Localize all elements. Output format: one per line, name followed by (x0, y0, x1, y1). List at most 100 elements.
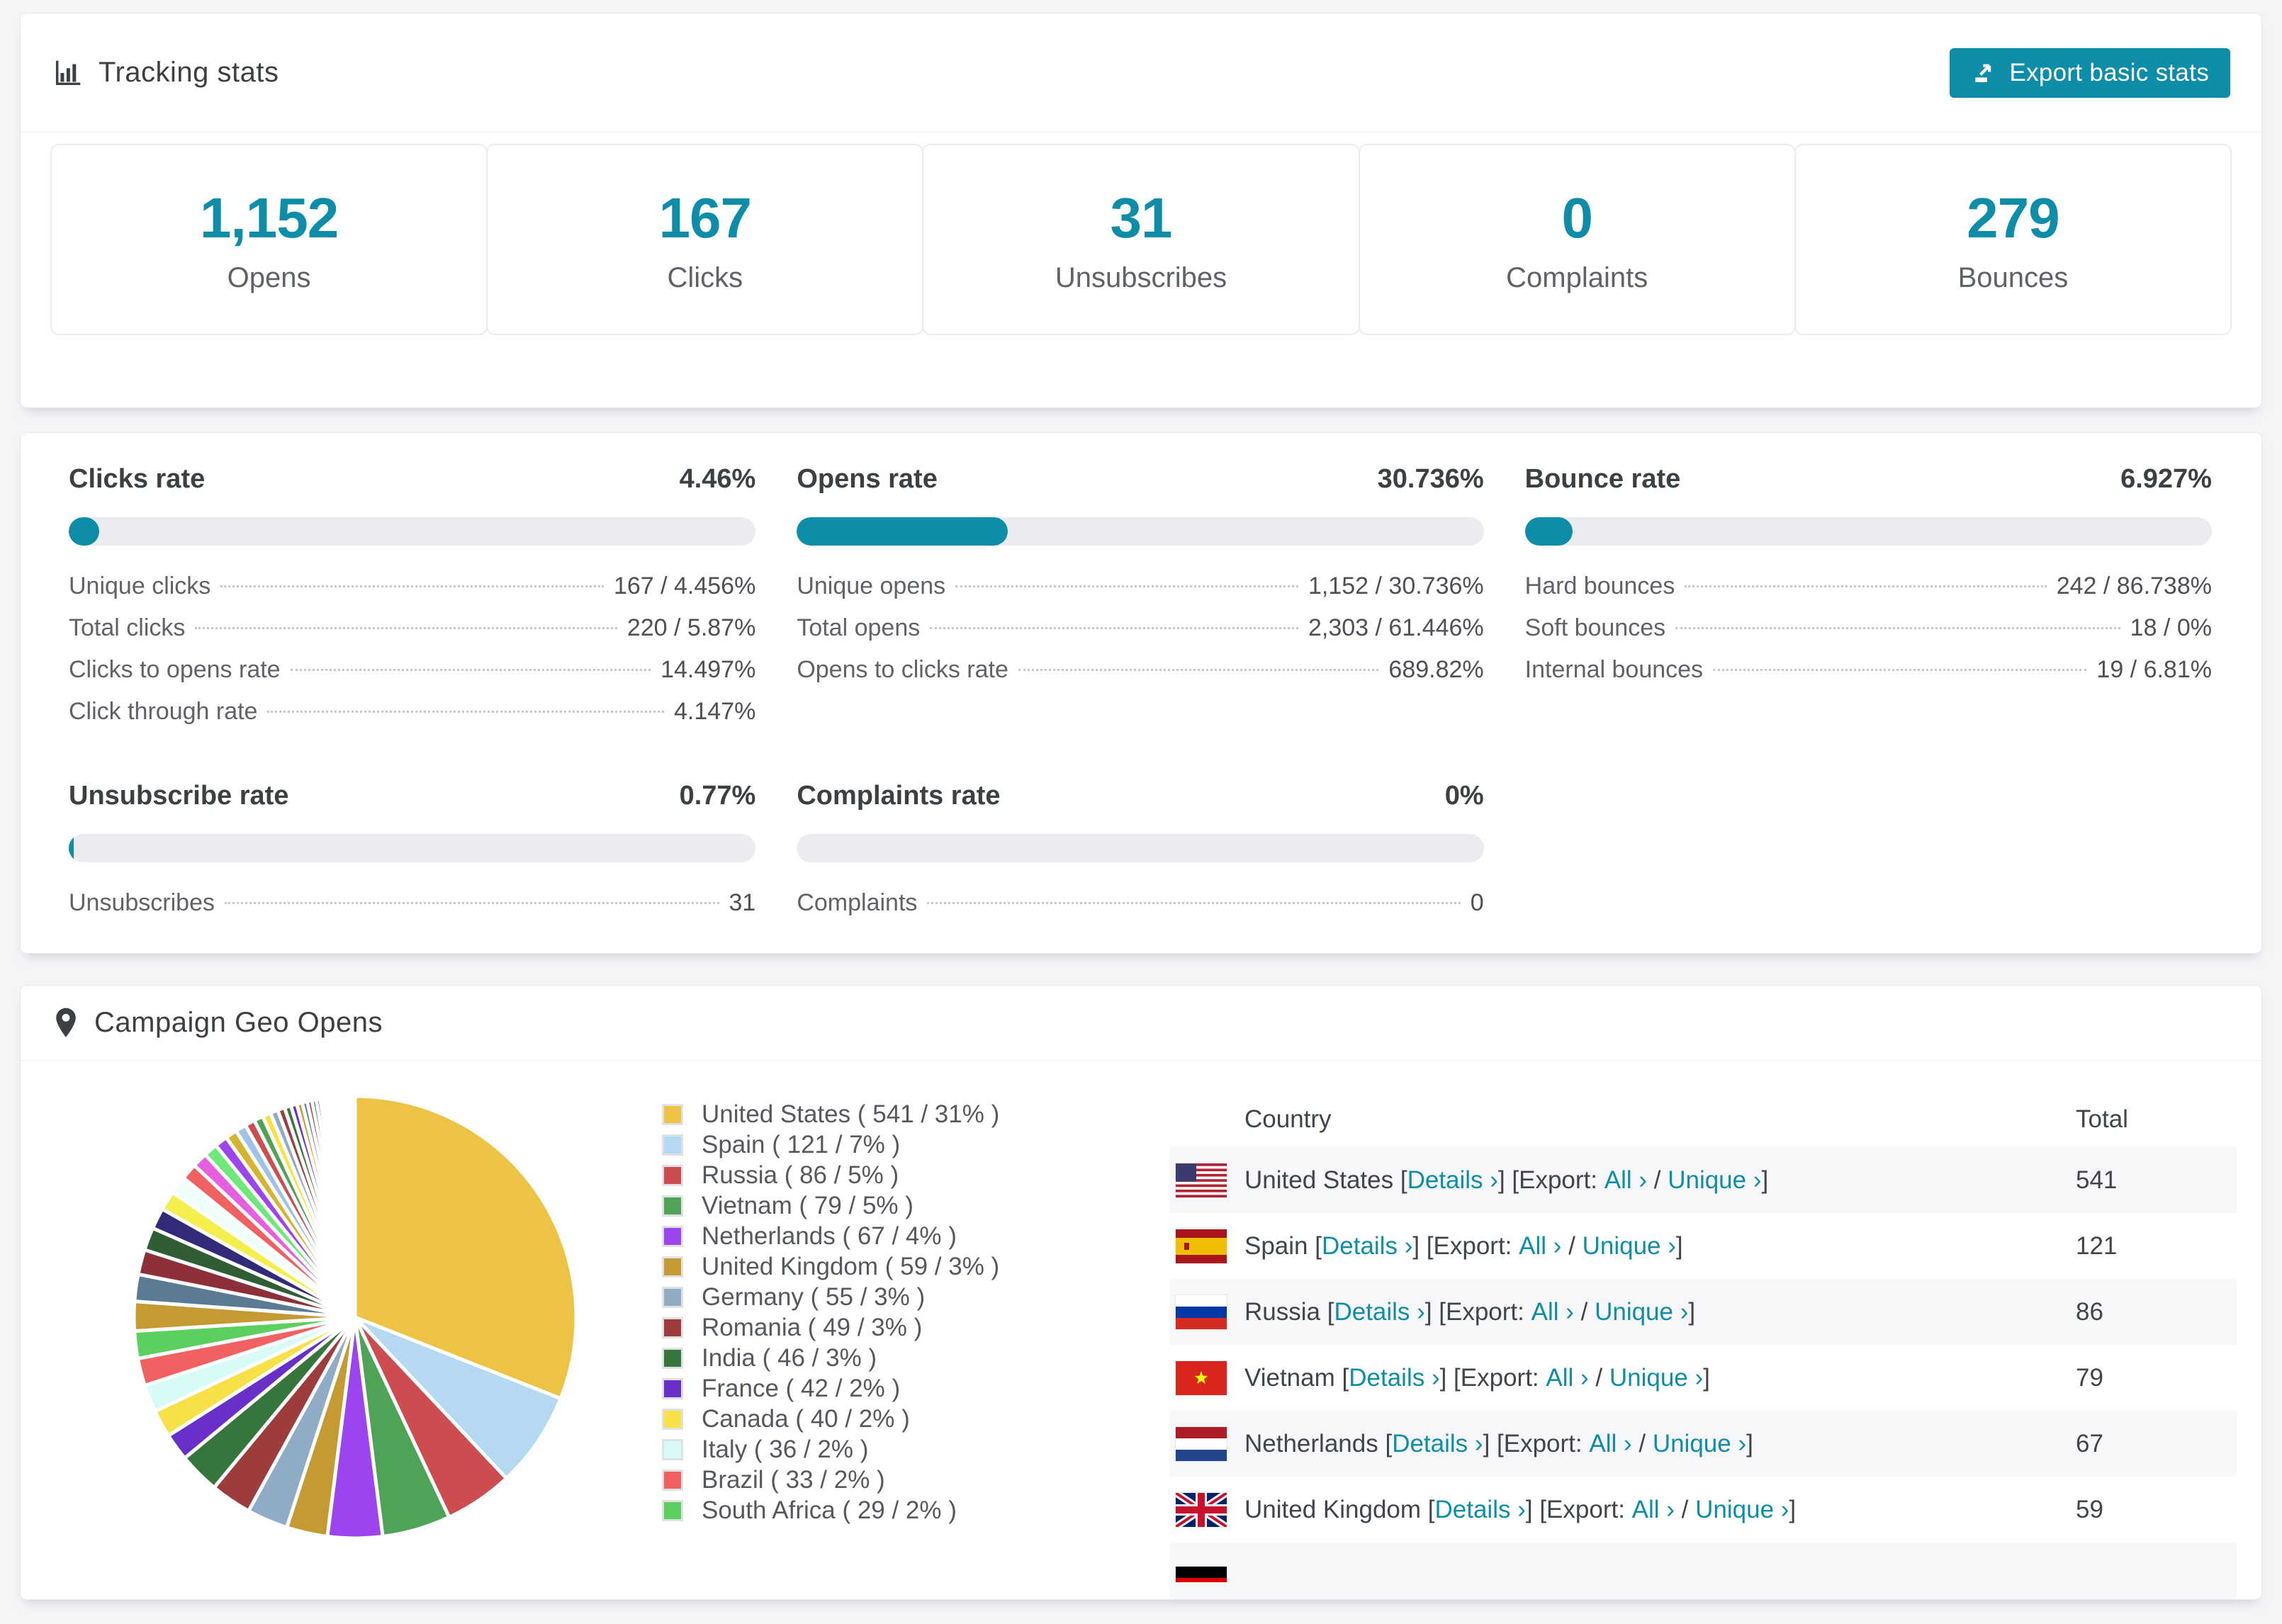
export-basic-stats-button[interactable]: Export basic stats (1950, 47, 2230, 98)
total-column-header: Total (2076, 1105, 2128, 1133)
geo-pie-chart-wrap (121, 1083, 589, 1551)
detail-label: Unique opens (797, 573, 946, 599)
detail-value: 689.82% (1388, 656, 1484, 683)
link-separator-text: ] (1746, 1429, 1753, 1457)
rate-detail-rows: Unique clicks 167 / 4.456% Total clicks 220… (69, 573, 755, 740)
export-all-link[interactable]: All › (1604, 1166, 1648, 1194)
details-link[interactable]: Details › (1334, 1297, 1425, 1326)
link-separator-text: [ (1342, 1363, 1349, 1392)
stat-label: Clicks (667, 261, 743, 293)
rate-block: Clicks rate 4.46% Unique clicks 167 / 4.456… (69, 464, 756, 740)
export-unique-link[interactable]: Unique › (1595, 1297, 1689, 1326)
rate-detail-row: Hard bounces 242 / 86.738% (1525, 573, 2212, 614)
rate-detail-row: Unique opens 1,152 / 30.736% (797, 573, 1483, 614)
link-separator-text: [ (1327, 1297, 1334, 1326)
table-row: Spain [Details ›] [Export: All › / Uniqu… (1170, 1213, 2237, 1279)
rate-detail-row: Total clicks 220 / 5.87% (69, 614, 755, 656)
rate-title: Unsubscribe rate (69, 781, 289, 811)
progress-bar (797, 834, 1484, 862)
link-separator-text: ] [Export: (1439, 1363, 1546, 1392)
country-flag-de (1176, 1567, 1227, 1582)
rate-title-row: Unsubscribe rate 0.77% (69, 781, 755, 811)
link-separator-text: ] [Export: (1497, 1166, 1604, 1194)
export-all-link[interactable]: All › (1546, 1363, 1589, 1392)
legend-label: Russia ( 86 / 5% ) (702, 1161, 899, 1189)
legend-swatch (662, 1103, 683, 1125)
rate-block: Bounce rate 6.927% Hard bounces 242 / 86.73… (1524, 464, 2212, 740)
rate-value: 4.46% (679, 464, 756, 494)
details-link[interactable]: Details › (1434, 1495, 1526, 1523)
export-all-link[interactable]: All › (1531, 1297, 1574, 1326)
legend-label: Netherlands ( 67 / 4% ) (702, 1222, 957, 1250)
progress-bar (69, 517, 756, 546)
link-separator-text: / (1573, 1297, 1595, 1326)
export-all-link[interactable]: All › (1631, 1495, 1675, 1523)
detail-label: Clicks to opens rate (69, 656, 281, 683)
legend-swatch (662, 1256, 683, 1278)
detail-label: Soft bounces (1524, 614, 1666, 641)
rate-detail-row: Click through rate 4.147% (69, 698, 755, 740)
country-flag-es (1176, 1229, 1227, 1263)
dotted-leader (1713, 669, 2087, 671)
export-unique-link[interactable]: Unique › (1695, 1495, 1789, 1523)
rate-block: Unsubscribe rate 0.77% Unsubscribes 31 (69, 781, 756, 931)
pie-slice (353, 1094, 578, 1402)
link-separator-text: [ (1400, 1166, 1407, 1194)
details-link[interactable]: Details › (1392, 1429, 1483, 1457)
geo-table-header: Country Total (1170, 1092, 2237, 1147)
rate-detail-row: Complaints 0 (797, 889, 1483, 931)
rates-grid: Clicks rate 4.46% Unique clicks 167 / 4.456… (21, 433, 2261, 931)
details-link[interactable]: Details › (1349, 1363, 1440, 1392)
details-link[interactable]: Details › (1321, 1231, 1413, 1260)
country-flag-gb (1176, 1492, 1227, 1527)
export-unique-link[interactable]: Unique › (1652, 1429, 1747, 1457)
country-total: 86 (2076, 1297, 2103, 1326)
dotted-leader (927, 902, 1461, 904)
rate-title: Bounce rate (1524, 464, 1681, 494)
dotted-leader (1675, 627, 2120, 629)
export-all-link[interactable]: All › (1589, 1429, 1632, 1457)
rate-value: 0.77% (679, 781, 756, 811)
detail-label: Opens to clicks rate (797, 656, 1008, 683)
country-total: 59 (2076, 1495, 2103, 1523)
rate-detail-row: Opens to clicks rate 689.82% (797, 656, 1483, 698)
geo-header: Campaign Geo Opens (21, 986, 2261, 1061)
progress-bar (1524, 517, 2212, 546)
link-separator-text: ] [Export: (1483, 1429, 1590, 1457)
export-unique-link[interactable]: Unique › (1668, 1166, 1762, 1194)
bar-chart-icon (52, 57, 84, 89)
legend-swatch (662, 1195, 683, 1217)
rate-title-row: Clicks rate 4.46% (69, 464, 755, 495)
country-cell: Spain [Details ›] [Export: All › / Uniqu… (1244, 1232, 2076, 1261)
dotted-leader (290, 669, 651, 671)
detail-label: Unsubscribes (69, 889, 215, 916)
link-separator-text: ] (1703, 1363, 1710, 1392)
rate-value: 0% (1444, 781, 1484, 811)
progress-bar (797, 517, 1484, 546)
detail-value: 14.497% (661, 656, 756, 683)
legend-item: Russia ( 86 / 5% ) (662, 1160, 999, 1190)
legend-label: United States ( 541 / 31% ) (702, 1100, 1000, 1128)
table-row: United Kingdom [Details ›] [Export: All … (1170, 1477, 2237, 1543)
dotted-leader (220, 585, 604, 587)
legend-item: Canada ( 40 / 2% ) (662, 1404, 999, 1434)
legend-item: France ( 42 / 2% ) (662, 1373, 999, 1404)
legend-swatch (662, 1225, 683, 1247)
legend-item: United Kingdom ( 59 / 3% ) (662, 1251, 999, 1282)
country-flag-us (1176, 1163, 1227, 1197)
export-unique-link[interactable]: Unique › (1582, 1231, 1676, 1260)
export-unique-link[interactable]: Unique › (1609, 1363, 1704, 1392)
legend-label: South Africa ( 29 / 2% ) (702, 1496, 957, 1524)
country-name: United Kingdom (1244, 1495, 1428, 1523)
rate-value: 30.736% (1377, 464, 1484, 494)
geo-table-wrap: Country Total United States [Details ›] … (1170, 1092, 2237, 1599)
details-link[interactable]: Details › (1407, 1166, 1498, 1194)
country-column-header: Country (1244, 1105, 1332, 1133)
export-all-link[interactable]: All › (1519, 1231, 1562, 1260)
legend-swatch (662, 1164, 683, 1186)
progress-fill (1524, 517, 1573, 546)
table-row: Vietnam [Details ›] [Export: All › / Uni… (1170, 1345, 2237, 1411)
dotted-leader (930, 627, 1298, 629)
rate-title-row: Bounce rate 6.927% (1525, 464, 2212, 495)
rate-detail-row: Internal bounces 19 / 6.81% (1525, 656, 2212, 698)
